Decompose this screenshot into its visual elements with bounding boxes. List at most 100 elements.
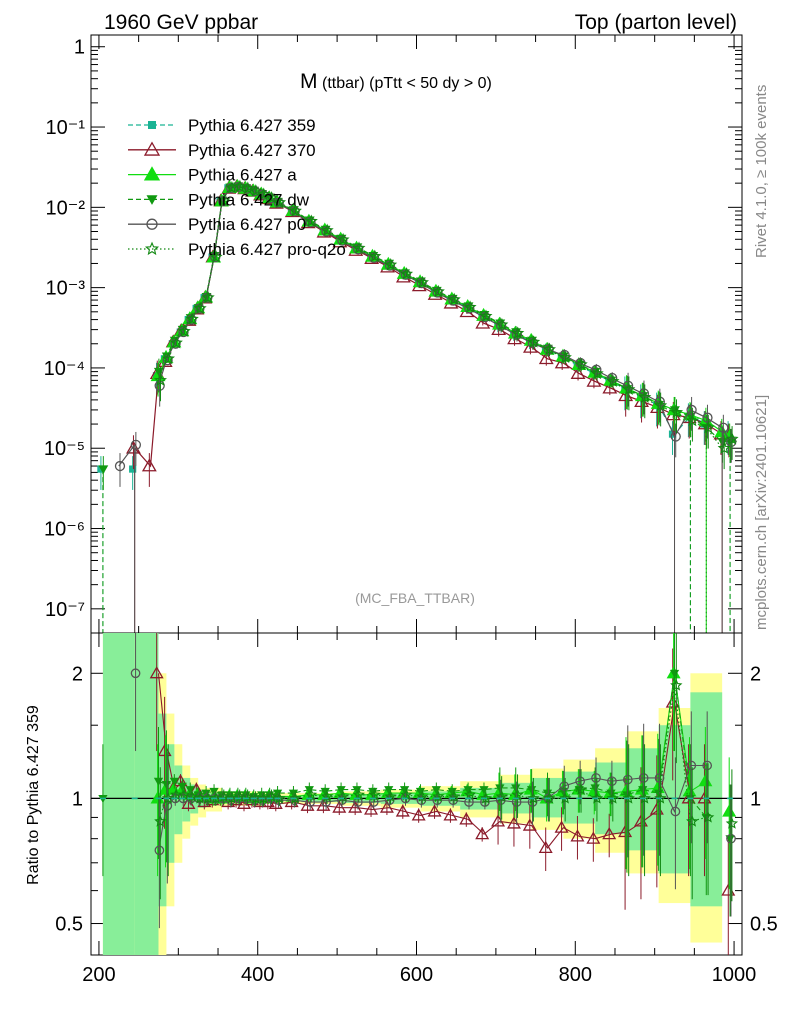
ratio-point — [443, 808, 458, 821]
ratio-panel: 200 400 600 800 1000 0.5 0.5 1 1 2 2 — [55, 632, 778, 986]
ratio-point — [209, 787, 219, 796]
ratio-y-tick-label-right: 1 — [750, 788, 761, 810]
ratio-point — [463, 788, 477, 801]
series-point — [463, 300, 477, 313]
series-point — [257, 187, 271, 200]
ratio-point — [725, 835, 735, 844]
series-point — [169, 336, 183, 349]
ratio-point — [606, 791, 619, 804]
series-point — [543, 342, 556, 355]
ratio-point — [149, 666, 164, 679]
ratio-y-tick-label: 2 — [72, 663, 83, 685]
series-point — [415, 275, 429, 288]
ratio-point — [209, 791, 222, 804]
ratio-point — [368, 788, 381, 801]
legend-marker — [143, 141, 161, 156]
y-tick-label: 10⁻¹ — [46, 117, 86, 139]
ratio-point — [622, 791, 635, 804]
ratio-point — [479, 791, 493, 804]
ratio-point — [336, 786, 346, 795]
ratio-point — [574, 783, 588, 795]
legend-entry: Pythia 6.427 dw — [188, 190, 310, 209]
ratio-point — [427, 804, 442, 817]
y-tick-label: 10⁻⁴ — [44, 358, 85, 380]
series-point — [591, 364, 602, 375]
legend-marker — [143, 166, 161, 181]
ratio-point — [654, 773, 665, 783]
ratio-point — [511, 788, 524, 801]
series-point — [686, 404, 697, 416]
ratio-point — [304, 788, 318, 801]
ratio-point — [475, 827, 490, 840]
ratio-point — [726, 833, 736, 844]
ratio-point — [154, 814, 167, 827]
ratio-point — [622, 774, 633, 785]
series-point — [447, 292, 461, 306]
series-point — [654, 398, 668, 412]
series-point — [725, 432, 739, 445]
series-point — [201, 290, 215, 304]
series-point — [130, 439, 142, 451]
series-point — [288, 204, 302, 217]
series-point — [622, 382, 636, 395]
series-point — [574, 357, 588, 371]
x-tick-label: 400 — [241, 964, 274, 986]
ratio-point — [654, 789, 664, 798]
series-point — [495, 317, 509, 331]
ratio-point — [130, 668, 141, 679]
series-point — [114, 460, 126, 472]
ratio-point — [161, 791, 175, 804]
ratio-point — [400, 788, 413, 801]
series-point — [126, 440, 141, 454]
series-point — [654, 396, 665, 407]
series-point — [177, 324, 191, 337]
ratio-point — [559, 791, 572, 804]
x-tick-label: 800 — [559, 964, 592, 986]
legend-entry: Pythia 6.427 p0 — [188, 215, 306, 234]
watermark-label: (MC_FBA_TTBAR) — [355, 590, 475, 606]
ratio-point — [559, 781, 570, 792]
legend-entry: Pythia 6.427 359 — [188, 116, 316, 135]
series-point — [129, 465, 137, 473]
ratio-point — [395, 804, 410, 817]
series-point — [538, 351, 554, 365]
ratio-point — [459, 812, 474, 825]
ratio-point — [185, 786, 195, 795]
ratio-band-green — [102, 633, 135, 955]
legend-entry: Pythia 6.427 pro-q2o — [188, 240, 346, 259]
ratio-point — [607, 776, 617, 787]
series-point — [265, 191, 279, 204]
ratio-point — [670, 678, 683, 691]
ratio-ylabel: Ratio to Pythia 6.427 359 — [25, 705, 42, 885]
series-point — [249, 184, 263, 197]
ratio-point — [463, 786, 473, 795]
series-point — [209, 250, 223, 263]
series-point — [233, 179, 247, 193]
series-point — [336, 232, 350, 246]
ratio-point — [415, 787, 426, 796]
rivet-label: Rivet 4.1.0, ≥ 100k events — [753, 85, 770, 258]
legend-marker — [148, 121, 156, 129]
ratio-point — [638, 773, 649, 783]
ratio-y-tick-label-right: 0.5 — [750, 914, 778, 936]
legend-marker — [146, 195, 158, 205]
x-tick-label: 200 — [82, 964, 115, 986]
series-point — [701, 420, 715, 434]
ratio-point — [602, 827, 617, 840]
legend-marker — [144, 241, 160, 256]
series-point — [726, 436, 737, 448]
ratio-point — [527, 791, 540, 804]
ratio-point — [606, 789, 616, 798]
ratio-point — [161, 781, 172, 790]
ratio-point — [352, 786, 362, 795]
ratio-point — [570, 829, 585, 842]
y-tick-label: 10⁻² — [46, 197, 86, 219]
ratio-point — [722, 804, 737, 817]
y-tick-label: 10⁻⁶ — [44, 519, 85, 541]
ratio-point — [399, 786, 410, 795]
x-tick-label: 600 — [400, 964, 433, 986]
ratio-point — [169, 777, 179, 786]
ratio-point — [669, 669, 680, 678]
